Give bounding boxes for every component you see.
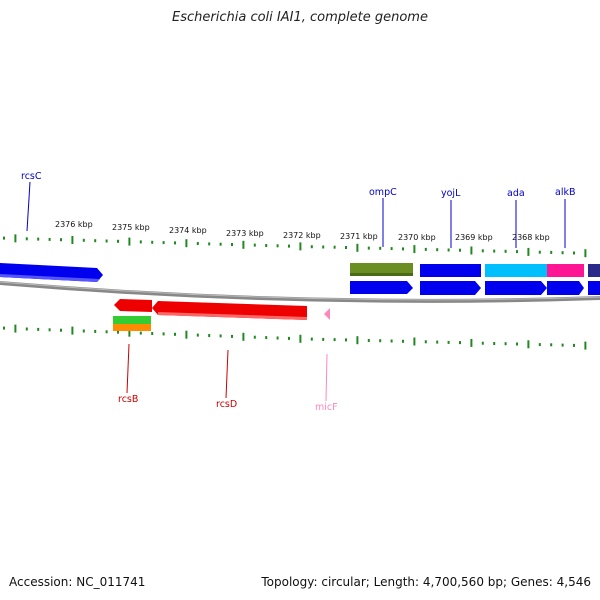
top-tick-row — [3, 234, 587, 258]
yojL-feature[interactable] — [420, 264, 481, 277]
scale-label: 2374 kbp — [169, 226, 207, 235]
gene-label-rcsB[interactable]: rcsB — [118, 394, 138, 405]
rcsD-leader — [225, 349, 229, 399]
bottom-tick-row — [3, 324, 587, 350]
scale-label: 2373 kbp — [226, 229, 264, 238]
scale-label: 2370 kbp — [398, 233, 436, 242]
gene-label-rcsD[interactable]: rcsD — [216, 399, 237, 410]
gene-label-micF[interactable]: micF — [315, 402, 338, 413]
ompC-feature[interactable] — [350, 263, 413, 276]
yojL-cds[interactable] — [420, 281, 481, 295]
accession-text: Accession: NC_011741 — [9, 575, 146, 589]
ompC-feature-shade — [350, 273, 413, 276]
top-gene-labels: rcsC ompC yojL ada alkB — [21, 171, 575, 248]
gene-label-yojL[interactable]: yojL — [441, 188, 461, 199]
gene-label-rcsC[interactable]: rcsC — [21, 171, 42, 182]
gene-label-ada[interactable]: ada — [507, 188, 525, 199]
scale-label: 2376 kbp — [55, 220, 93, 229]
rcsB-feature-green[interactable] — [113, 316, 151, 324]
rcsB-feature-orange[interactable] — [113, 324, 151, 331]
gene-label-alkB[interactable]: alkB — [555, 187, 575, 198]
ada-cds[interactable] — [485, 281, 547, 295]
scale-label: 2375 kbp — [112, 223, 150, 232]
next-cds[interactable] — [588, 281, 600, 295]
micF-feature[interactable] — [324, 308, 330, 320]
scale-labels: 2376 kbp 2375 kbp 2374 kbp 2373 kbp 2372… — [55, 220, 550, 242]
genome-backbone-highlight — [0, 281, 600, 301]
genome-summary-text: Topology: circular; Length: 4,700,560 bp… — [261, 575, 591, 589]
ada-feature[interactable] — [485, 264, 547, 277]
ompC-cds[interactable] — [350, 281, 413, 294]
scale-label: 2371 kbp — [340, 232, 378, 241]
micF-leader — [325, 353, 328, 402]
rcsB-cds[interactable] — [114, 299, 152, 312]
scale-label: 2368 kbp — [512, 233, 550, 242]
scale-label: 2372 kbp — [283, 231, 321, 240]
rcsB-leader — [126, 343, 130, 394]
scale-label: 2369 kbp — [455, 233, 493, 242]
genome-title: Escherichia coli IAI1, complete genome — [172, 10, 428, 25]
rcsC-cds-shade — [0, 274, 100, 282]
gene-label-ompC[interactable]: ompC — [369, 187, 397, 198]
rcsD-cds-shade — [158, 312, 307, 320]
bottom-gene-labels: rcsB rcsD micF — [118, 343, 338, 413]
next-feature[interactable] — [588, 264, 600, 277]
genome-backbone — [0, 281, 600, 303]
alkB-cds[interactable] — [547, 281, 584, 295]
rcsC-leader — [26, 181, 31, 232]
alkB-feature[interactable] — [547, 264, 584, 277]
